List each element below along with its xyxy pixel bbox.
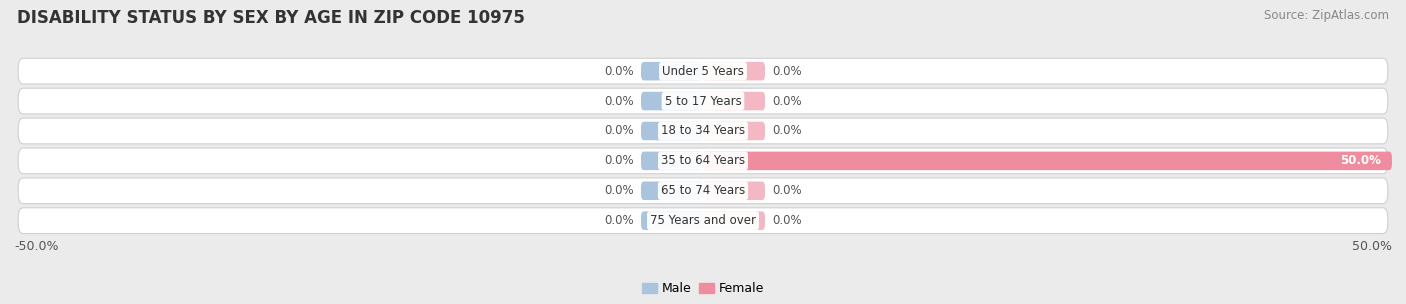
FancyBboxPatch shape — [703, 122, 765, 140]
Text: 0.0%: 0.0% — [772, 95, 801, 108]
Text: 35 to 64 Years: 35 to 64 Years — [661, 154, 745, 168]
Text: 0.0%: 0.0% — [772, 65, 801, 78]
Text: 65 to 74 Years: 65 to 74 Years — [661, 184, 745, 197]
Text: 0.0%: 0.0% — [605, 124, 634, 137]
Text: 0.0%: 0.0% — [605, 95, 634, 108]
FancyBboxPatch shape — [18, 58, 1388, 84]
FancyBboxPatch shape — [641, 152, 703, 170]
Text: 0.0%: 0.0% — [772, 124, 801, 137]
FancyBboxPatch shape — [18, 118, 1388, 144]
FancyBboxPatch shape — [641, 62, 703, 81]
FancyBboxPatch shape — [18, 88, 1388, 114]
Text: DISABILITY STATUS BY SEX BY AGE IN ZIP CODE 10975: DISABILITY STATUS BY SEX BY AGE IN ZIP C… — [17, 9, 524, 27]
FancyBboxPatch shape — [641, 181, 703, 200]
Text: 0.0%: 0.0% — [772, 214, 801, 227]
Text: 0.0%: 0.0% — [605, 154, 634, 168]
Text: 0.0%: 0.0% — [605, 184, 634, 197]
FancyBboxPatch shape — [641, 211, 703, 230]
FancyBboxPatch shape — [18, 148, 1388, 174]
FancyBboxPatch shape — [641, 122, 703, 140]
Text: 0.0%: 0.0% — [605, 214, 634, 227]
Text: Under 5 Years: Under 5 Years — [662, 65, 744, 78]
Text: 18 to 34 Years: 18 to 34 Years — [661, 124, 745, 137]
FancyBboxPatch shape — [703, 92, 765, 110]
FancyBboxPatch shape — [703, 152, 1392, 170]
FancyBboxPatch shape — [703, 62, 765, 81]
FancyBboxPatch shape — [703, 181, 765, 200]
Text: 0.0%: 0.0% — [772, 184, 801, 197]
Text: 50.0%: 50.0% — [1353, 240, 1392, 253]
Text: 5 to 17 Years: 5 to 17 Years — [665, 95, 741, 108]
Text: -50.0%: -50.0% — [14, 240, 59, 253]
FancyBboxPatch shape — [703, 211, 765, 230]
FancyBboxPatch shape — [18, 178, 1388, 204]
FancyBboxPatch shape — [641, 92, 703, 110]
Text: 0.0%: 0.0% — [605, 65, 634, 78]
Text: Source: ZipAtlas.com: Source: ZipAtlas.com — [1264, 9, 1389, 22]
Text: 75 Years and over: 75 Years and over — [650, 214, 756, 227]
Legend: Male, Female: Male, Female — [637, 277, 769, 300]
FancyBboxPatch shape — [18, 208, 1388, 233]
Text: 50.0%: 50.0% — [1340, 154, 1381, 168]
